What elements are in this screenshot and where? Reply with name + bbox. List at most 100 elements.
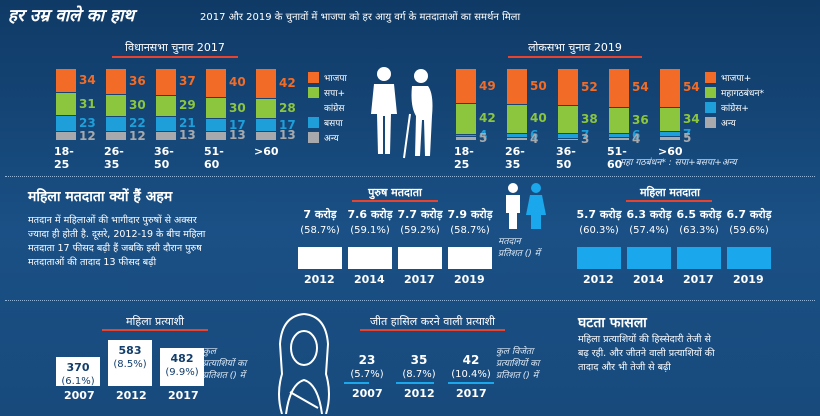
x-tick-label: 2012 [583, 273, 614, 286]
chart-2019-footnote: महा गठबंधन* : सपा+बसपा+अन्य [620, 158, 737, 168]
bar-value: 5 [683, 131, 692, 146]
x-tick-label: 36-50 [556, 145, 576, 171]
x-tick-label: 2014 [354, 273, 385, 286]
pct-label: (8.5%) [113, 359, 147, 370]
bar-value: 52 [581, 79, 598, 94]
x-tick-label: 18-25 [454, 145, 474, 171]
pct-label: (59.6%) [729, 225, 769, 236]
bar-segment [609, 107, 629, 133]
bar-segment [456, 69, 476, 104]
x-tick-label: 36-50 [154, 145, 174, 171]
pct-label: (60.3%) [579, 225, 619, 236]
page-subtitle: 2017 और 2019 के चुनावों में भाजपा को हर … [200, 12, 521, 23]
bar-segment [660, 137, 680, 140]
bar-segment [507, 138, 527, 140]
bar-value: 30 [229, 100, 246, 115]
bar-segment [56, 69, 76, 93]
decline-para-line: बढ़ रही. और जीतने वाली प्रत्याशियों की [578, 348, 715, 359]
winners-note-line: कुल विजेता [496, 347, 534, 357]
pct-label: (59.2%) [400, 225, 440, 236]
bar-value: 34 [79, 73, 96, 88]
win-bar [448, 382, 494, 384]
value-label: 6.7 करोड़ [726, 208, 772, 221]
value-label: 7.9 करोड़ [447, 208, 493, 221]
candidates-note: कुल प्रत्याशियों का प्रतिशत () में [203, 346, 246, 382]
divider-2 [5, 300, 815, 301]
decline-para-line: महिला प्रत्याशियों की हिस्सेदारी तेजी से [578, 334, 711, 345]
pct-label: (9.9%) [165, 366, 199, 378]
bar-value: 7 [581, 128, 590, 143]
x-tick-label: 2019 [733, 273, 764, 286]
value-label: 6.5 करोड़ [676, 208, 722, 221]
bar-value: 54 [683, 80, 700, 95]
bar-value: 34 [683, 112, 700, 127]
bar-segment [256, 69, 276, 99]
voter-note-line: प्रतिशत () में [498, 249, 540, 259]
bar-segment [156, 131, 176, 140]
winners-note: कुल विजेता प्रत्याशियों का प्रतिशत () मे… [496, 346, 539, 382]
bar-segment [456, 134, 476, 137]
pct-label: (59.1%) [350, 225, 390, 236]
bar-segment [56, 93, 76, 115]
bar-value: 50 [530, 79, 547, 93]
bar-segment [507, 105, 527, 133]
woman-icon [278, 313, 330, 414]
bar-value: 4 [530, 131, 539, 146]
x-tick-label: 26-35 [104, 145, 124, 171]
bar-segment [206, 97, 226, 119]
x-tick-label: 2017 [683, 273, 714, 286]
candidate-bar [56, 356, 100, 386]
bar-segment [256, 119, 276, 131]
women-candidates-title: महिला प्रत्याशी [125, 315, 185, 328]
bar-value: 37 [179, 74, 196, 89]
bar-segment [256, 99, 276, 119]
bar-segment [456, 104, 476, 134]
bar-segment [507, 69, 527, 104]
legend-label: महागठबंधन* [721, 89, 764, 99]
legend-label: कांग्रेस [324, 104, 345, 114]
x-tick-label: 2012 [404, 387, 435, 400]
x-tick-label: 18-25 [54, 145, 74, 171]
x-tick-label: 2017 [456, 387, 487, 400]
x-tick-label: 2012 [304, 273, 335, 286]
bar-segment [156, 116, 176, 131]
candidates-note-line: कुल [203, 347, 217, 357]
x-tick-label: 2019 [454, 273, 485, 286]
bar-segment [660, 132, 680, 137]
legend-swatch [705, 117, 716, 128]
bar-value: 4 [479, 127, 488, 142]
pct-label: (10.4%) [451, 369, 491, 380]
bar-segment [558, 133, 578, 138]
pct-label: (8.7%) [402, 369, 436, 380]
decline-heading: घटता फासला [578, 315, 647, 331]
bar-value: 29 [179, 98, 196, 113]
chart-2019-title: लोकसभा चुनाव 2019 [528, 41, 622, 54]
bar-value: 17 [279, 117, 296, 132]
bar-segment [558, 138, 578, 140]
legend-label: भाजपा+ [721, 74, 752, 84]
value-label: 370 [66, 360, 90, 374]
x-tick-label: 51-60 [204, 145, 224, 171]
legend-swatch [308, 87, 319, 98]
candidate-bar [108, 340, 152, 386]
female-voters-title: महिला मतदाता [639, 186, 701, 199]
value-label: 583 [118, 344, 142, 357]
bar-value: 54 [632, 80, 649, 95]
legend-swatch [705, 87, 716, 98]
pct-label: (57.4%) [629, 225, 669, 236]
x-tick-label: 51-60 [607, 145, 627, 171]
male-voters-underline [352, 200, 438, 202]
bar-value: 40 [229, 75, 246, 90]
legend-swatch [308, 117, 319, 128]
voter-bar [677, 247, 721, 269]
bar-value: 5 [479, 131, 488, 146]
bar-segment [660, 107, 680, 132]
women-para-line: मतदाता 17 फीसद बढ़ी हैं जबकि इसी दौरान प… [28, 243, 202, 254]
bar-value: 13 [279, 128, 296, 143]
voter-bar [577, 247, 621, 269]
bar-segment [206, 131, 226, 140]
legend-label: कांग्रेस+ [721, 104, 749, 114]
bar-segment [558, 106, 578, 133]
bar-segment [256, 131, 276, 140]
candidates-note-line: प्रत्याशियों का [203, 359, 247, 369]
